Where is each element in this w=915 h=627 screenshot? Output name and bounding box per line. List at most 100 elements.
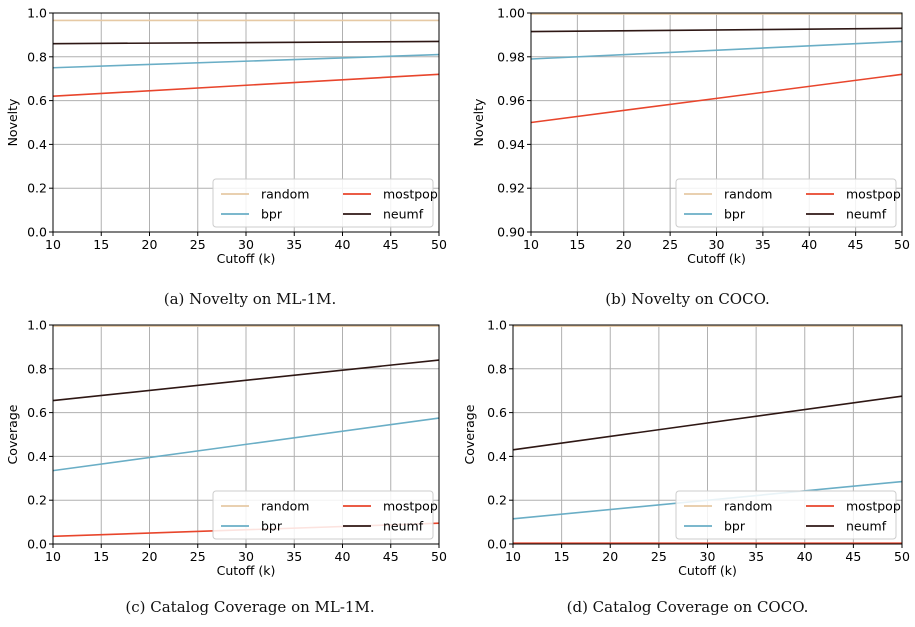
series-line-mostpop <box>530 73 903 124</box>
y-tick-label: 1.00 <box>497 6 525 21</box>
y-tick-label: 1.0 <box>27 6 47 21</box>
x-tick-label: 10 <box>523 237 539 252</box>
x-tick-label: 45 <box>845 549 861 564</box>
y-tick-label: 0.2 <box>27 181 47 196</box>
legend-label-mostpop: mostpop <box>846 499 901 514</box>
x-tick-label: 15 <box>569 237 585 252</box>
x-tick-label: 35 <box>748 549 764 564</box>
legend-label-mostpop: mostpop <box>383 187 438 202</box>
x-tick-label: 45 <box>383 549 399 564</box>
legend-box <box>212 178 434 228</box>
x-tick-label: 25 <box>662 237 678 252</box>
x-tick-label: 30 <box>238 237 254 252</box>
y-tick-label: 0.6 <box>27 93 47 108</box>
legend-label-neumf: neumf <box>846 207 887 222</box>
x-tick-label: 50 <box>894 549 910 564</box>
y-tick-label: 0.98 <box>497 49 525 64</box>
y-tick-label: 0.6 <box>487 405 507 420</box>
legend-label-random: random <box>724 187 772 202</box>
x-tick-label: 30 <box>709 237 725 252</box>
x-tick-label: 10 <box>505 549 521 564</box>
legend: random mostpop bpr neumf <box>212 178 438 228</box>
y-tick-label: 0.0 <box>27 225 47 240</box>
chart-panel-1: 10 15 20 25 30 35 40 45 50 0.90 0.92 0.94 0.96 0.98 1.… <box>471 6 910 267</box>
y-tick-label: 0.96 <box>497 93 525 108</box>
chart-panel-0: 10 15 20 25 30 35 40 45 50 0.0 0.2 0.4 0.6 0.8 1.0 Cuto… <box>5 6 447 267</box>
legend-label-neumf: neumf <box>383 207 424 222</box>
x-axis-label: Cutoff (k) <box>217 251 276 266</box>
x-tick-label: 25 <box>190 549 206 564</box>
x-tick-label: 40 <box>335 549 351 564</box>
legend-label-bpr: bpr <box>261 207 283 222</box>
x-tick-label: 40 <box>801 237 817 252</box>
x-tick-label: 50 <box>431 237 447 252</box>
x-tick-label: 20 <box>616 237 632 252</box>
series-line-bpr <box>530 40 903 60</box>
caption-c: (c) Catalog Coverage on ML-1M. <box>125 598 375 616</box>
x-axis-label: Cutoff (k) <box>687 251 746 266</box>
x-tick-label: 40 <box>335 237 351 252</box>
caption-b: (b) Novelty on COCO. <box>605 290 770 308</box>
legend-label-random: random <box>261 499 309 514</box>
y-axis-label: Coverage <box>462 404 477 464</box>
legend-label-mostpop: mostpop <box>846 187 901 202</box>
x-tick-label: 10 <box>45 237 61 252</box>
x-tick-label: 20 <box>142 549 158 564</box>
y-tick-label: 0.8 <box>487 361 507 376</box>
y-tick-label: 0.94 <box>497 137 525 152</box>
x-tick-label: 20 <box>142 237 158 252</box>
x-tick-label: 15 <box>554 549 570 564</box>
y-tick-label: 0.92 <box>497 181 525 196</box>
legend-box <box>675 490 897 540</box>
x-tick-label: 40 <box>797 549 813 564</box>
x-axis-label: Cutoff (k) <box>217 563 276 578</box>
x-axis-label: Cutoff (k) <box>678 563 737 578</box>
y-tick-label: 0.6 <box>27 405 47 420</box>
y-axis-label: Novelty <box>471 98 486 146</box>
y-axis-label: Novelty <box>5 98 20 146</box>
x-tick-label: 35 <box>755 237 771 252</box>
x-tick-label: 50 <box>894 237 910 252</box>
series-line-neumf <box>530 27 903 33</box>
x-tick-label: 20 <box>602 549 618 564</box>
x-tick-label: 35 <box>286 237 302 252</box>
caption-d: (d) Catalog Coverage on COCO. <box>566 598 809 616</box>
legend-label-bpr: bpr <box>724 207 746 222</box>
y-tick-label: 1.0 <box>487 318 507 333</box>
y-tick-label: 0.4 <box>27 137 47 152</box>
legend-label-bpr: bpr <box>261 519 283 534</box>
y-tick-label: 0.2 <box>487 493 507 508</box>
chart-panel-2: 10 15 20 25 30 35 40 45 50 0.0 0.2 0.4 0.6 0.8 1.0 Cuto… <box>5 318 447 579</box>
y-tick-label: 0.2 <box>27 493 47 508</box>
y-tick-label: 1.0 <box>27 318 47 333</box>
y-axis-label: Coverage <box>5 404 20 464</box>
chart-panel-3: 10 15 20 25 30 35 40 45 50 0.0 0.2 0.4 0.6 0.8 1.0 Cuto… <box>462 318 910 579</box>
y-tick-label: 0.8 <box>27 361 47 376</box>
x-tick-label: 35 <box>286 549 302 564</box>
legend-label-mostpop: mostpop <box>383 499 438 514</box>
x-tick-label: 10 <box>45 549 61 564</box>
y-tick-label: 0.90 <box>497 225 525 240</box>
y-tick-label: 0.0 <box>487 537 507 552</box>
x-tick-label: 45 <box>383 237 399 252</box>
legend: random mostpop bpr neumf <box>675 178 901 228</box>
caption-a: (a) Novelty on ML-1M. <box>163 290 337 308</box>
x-tick-label: 30 <box>238 549 254 564</box>
y-tick-label: 0.8 <box>27 49 47 64</box>
series-line-bpr <box>52 53 440 69</box>
series-line-mostpop <box>52 73 440 98</box>
legend-box <box>212 490 434 540</box>
series-line-bpr <box>52 417 440 472</box>
legend: random mostpop bpr neumf <box>212 490 438 540</box>
legend-label-neumf: neumf <box>383 519 424 534</box>
x-tick-label: 30 <box>700 549 716 564</box>
x-tick-label: 15 <box>93 237 109 252</box>
y-tick-label: 0.0 <box>27 537 47 552</box>
series-line-neumf <box>52 40 440 45</box>
y-tick-label: 0.4 <box>27 449 47 464</box>
x-tick-label: 15 <box>93 549 109 564</box>
x-tick-label: 25 <box>651 549 667 564</box>
legend-label-neumf: neumf <box>846 519 887 534</box>
legend-box <box>675 178 897 228</box>
